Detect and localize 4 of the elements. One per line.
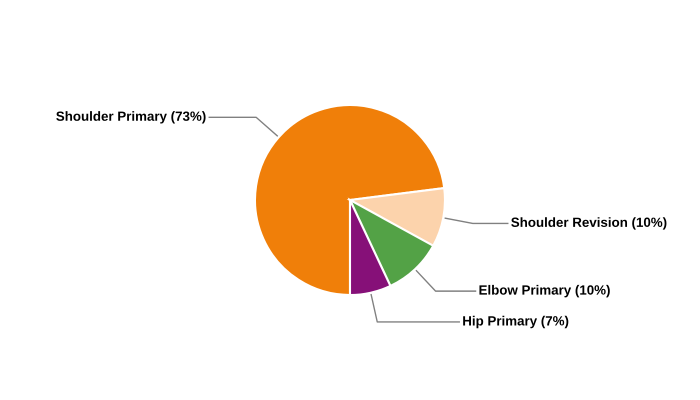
slice-label: Shoulder Revision (10%): [511, 217, 666, 230]
slice-label: Shoulder Primary (73%): [56, 111, 206, 124]
slice-label: Elbow Primary (10%): [479, 284, 610, 298]
slice-label: Hip Primary (7%): [463, 316, 568, 328]
